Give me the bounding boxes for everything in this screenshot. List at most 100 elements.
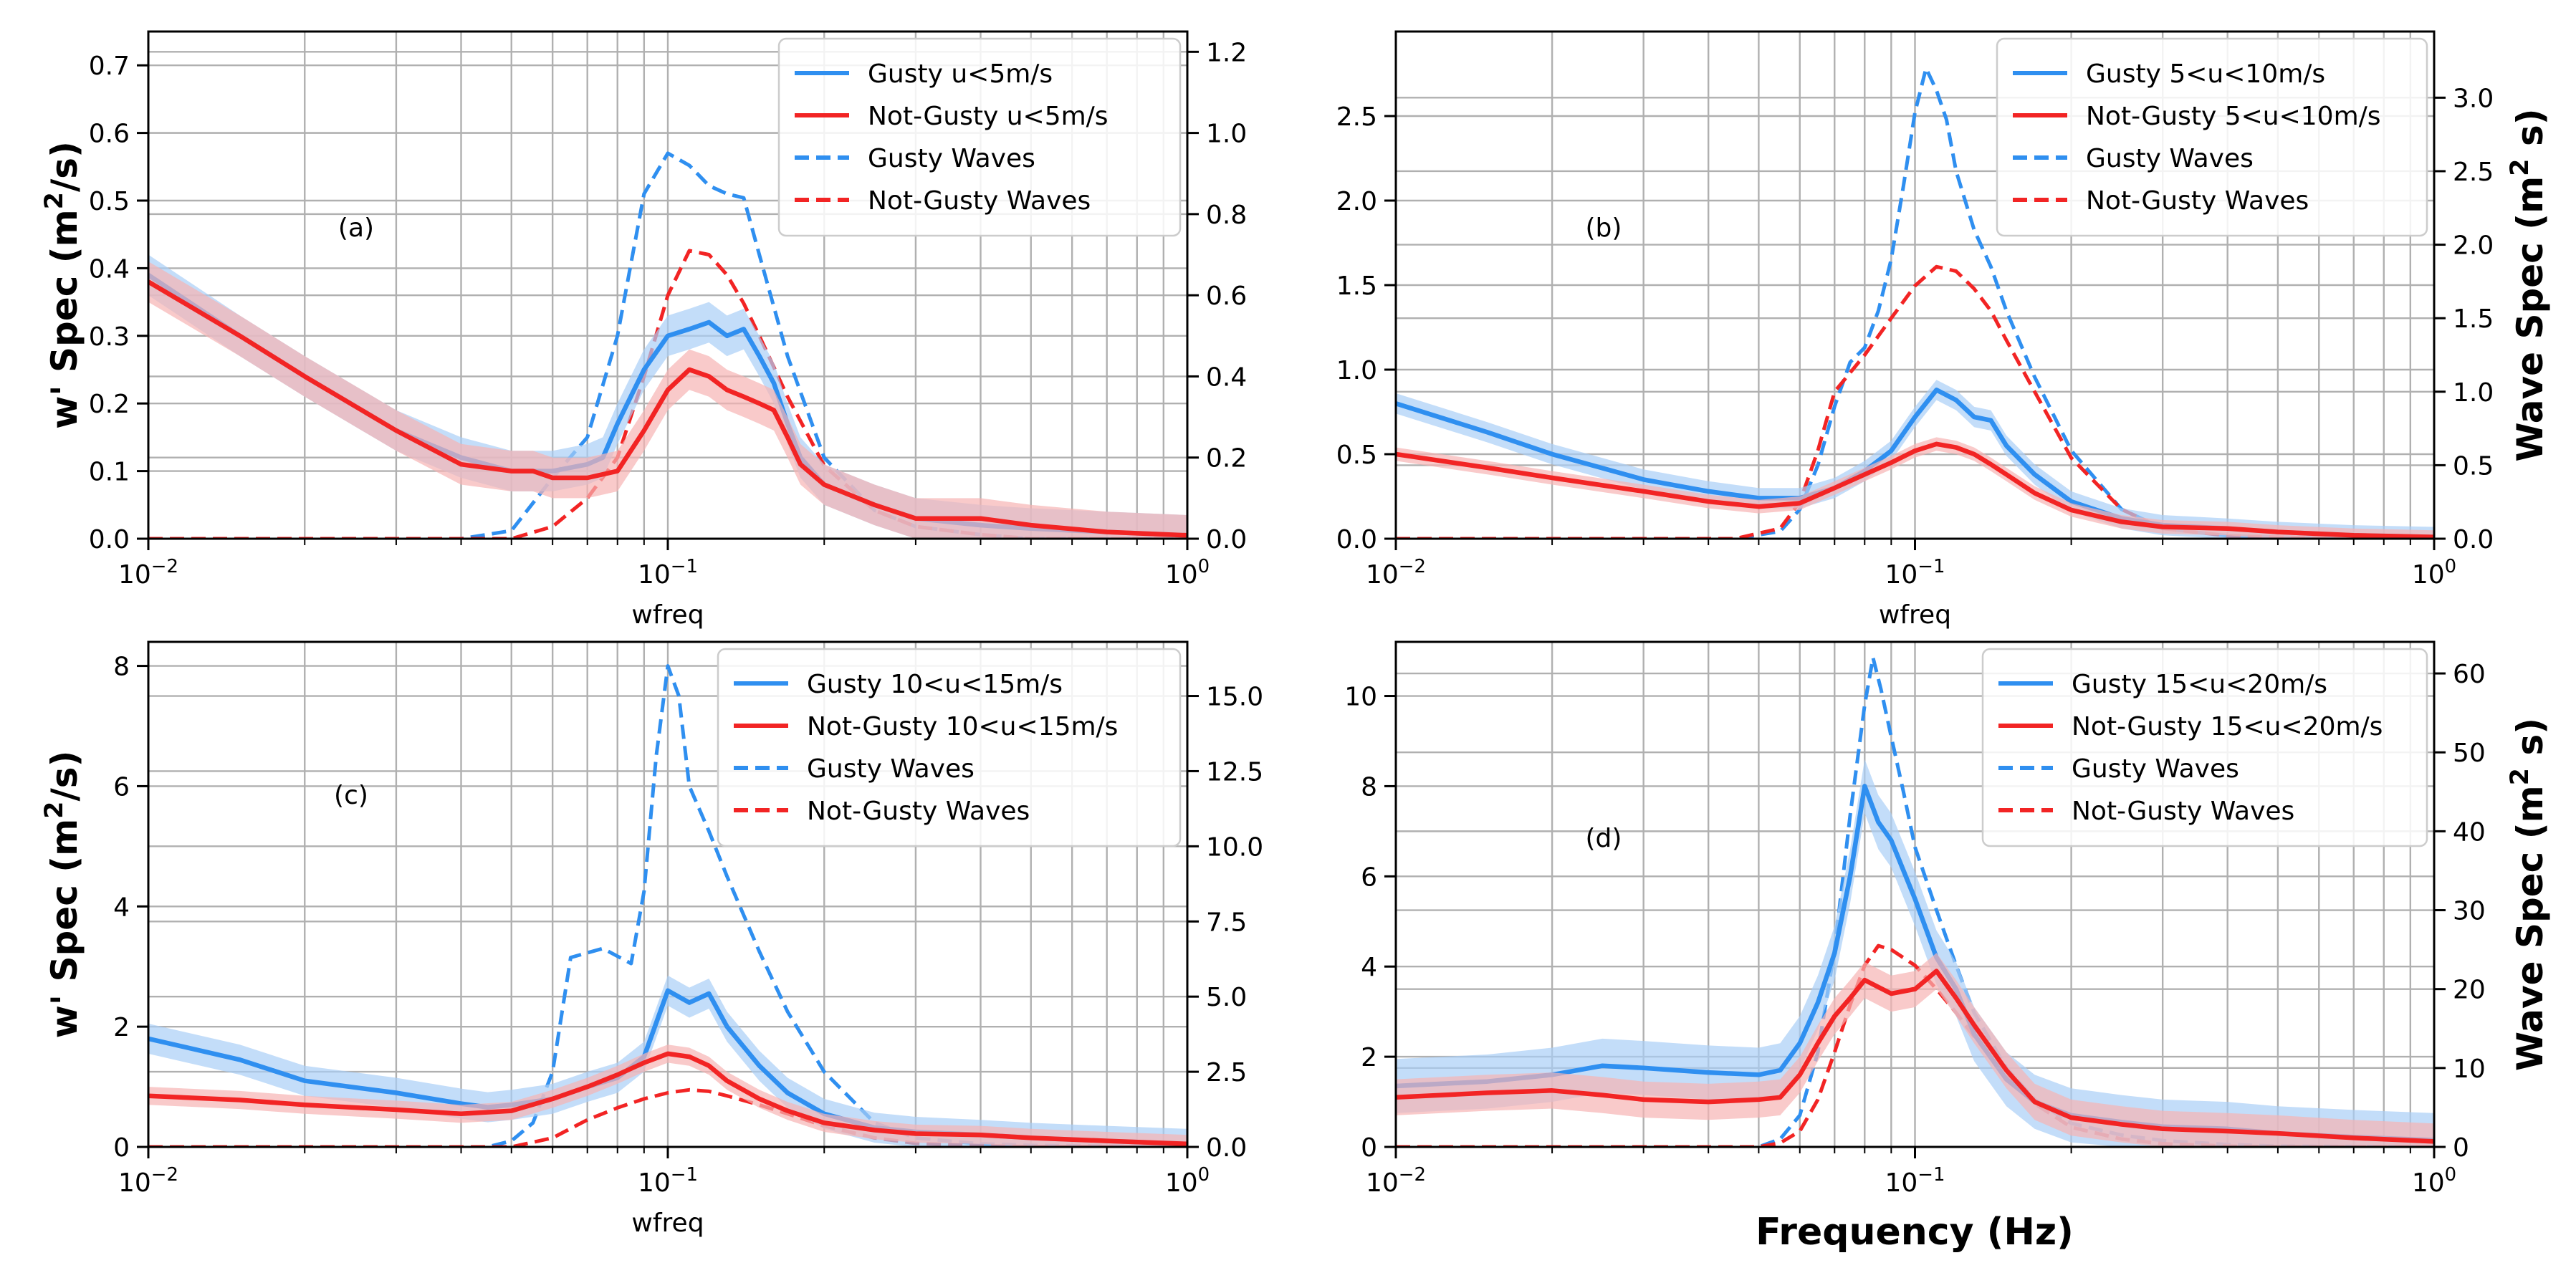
- y-tick-label-left: 6: [113, 772, 130, 802]
- y-axis-left: 0.0 0.1 0.2 0.3 0.4 0.5 0.6 0.7 w' Spec (m2/s): [40, 52, 148, 554]
- y-tick-label-right: 0.6: [1206, 282, 1247, 311]
- confidence-band-notgusty: [1396, 437, 2434, 539]
- legend-entry: Gusty 10<u<15m/s: [807, 670, 1063, 699]
- y-tick-label-left: 0.1: [89, 458, 130, 487]
- x-tick-label: 10−2: [118, 1164, 178, 1198]
- legend: Gusty 10<u<15m/s Not-Gusty 10<u<15m/s Gust…: [717, 648, 1182, 847]
- x-tick-label: 10−1: [638, 1164, 698, 1198]
- legend-box: [777, 37, 1182, 237]
- confidence-band-gusty: [1396, 380, 2434, 539]
- legend-box: [1996, 37, 2428, 237]
- y-tick-label-left: 4: [113, 893, 130, 922]
- panel-a: 10−2 10−1 100 wfreq 0.0 0.1 0.2 0.3 0.4 0.5 0.6 0.7…: [40, 30, 1247, 630]
- y-tick-label-right: 2.5: [1206, 1058, 1247, 1087]
- panels-group: 10−2 10−1 100wfreq0.00.10.20.30.40.50.60.7…: [40, 30, 2551, 1238]
- y-tick-label-right: 40: [2453, 817, 2486, 847]
- x-tick-label: 10−1: [1885, 556, 1945, 590]
- y-tick-label-left: 0: [113, 1133, 130, 1163]
- legend-entry: Gusty 15<u<20m/s: [2072, 670, 2327, 699]
- confidence-band-notgusty: [148, 261, 1187, 539]
- legend-entry: Gusty 5<u<10m/s: [2086, 59, 2325, 89]
- legend-entry: Gusty Waves: [807, 754, 975, 784]
- y-axis-label-left: w' Spec (m2/s): [40, 751, 85, 1039]
- plot-area: [148, 151, 1187, 539]
- series-line-notgusty: [148, 279, 1187, 538]
- legend: Gusty 15<u<20m/s Not-Gusty 15<u<20m/s Gust…: [1981, 648, 2428, 847]
- y-tick-label-right: 0.8: [1206, 201, 1247, 230]
- y-tick-label-left: 1.0: [1336, 356, 1377, 385]
- y-axis-left: 0.0 0.5 1.0 1.5 2.0 2.5: [1336, 102, 1396, 554]
- plot-area: [1396, 66, 2434, 539]
- panel-label: (a): [338, 213, 374, 243]
- y-tick-label-right: 50: [2453, 739, 2486, 768]
- plot-area: [148, 664, 1187, 1147]
- y-tick-label-left: 2: [113, 1013, 130, 1042]
- x-tick-label: 10−2: [1366, 1164, 1426, 1198]
- x-tick-label: 100: [1165, 556, 1210, 590]
- y-tick-label-left: 0.3: [89, 322, 130, 352]
- shared-x-axis-label: Frequency (Hz): [1756, 1211, 2074, 1254]
- y-tick-label-right: 12.5: [1206, 757, 1263, 787]
- confidence-band-gusty: [1396, 759, 2434, 1147]
- x-axis: 10−2 10−1 100 wfreq: [118, 1147, 1210, 1238]
- y-axis-left: 0 2 4 6 8 10: [1344, 683, 1396, 1163]
- y-tick-label-left: 0: [1361, 1133, 1377, 1163]
- x-axis-label: wfreq: [631, 1209, 704, 1238]
- y-tick-label-right: 0.5: [2453, 451, 2494, 481]
- legend-box: [717, 648, 1182, 847]
- y-tick-label-left: 8: [113, 653, 130, 682]
- panel-label: (d): [1586, 824, 1622, 853]
- y-tick-label-left: 0.2: [89, 390, 130, 419]
- y-tick-label-right: 5.0: [1206, 983, 1247, 1012]
- y-axis-left: 0 2 4 6 8 w' Spec (m2/s): [40, 653, 148, 1163]
- y-tick-label-right: 1.2: [1206, 38, 1247, 67]
- y-tick-label-left: 6: [1361, 863, 1377, 892]
- legend-entry: Not-Gusty Waves: [868, 186, 1091, 216]
- y-tick-label-left: 4: [1361, 953, 1377, 982]
- legend: Gusty u<5m/s Not-Gusty u<5m/s Gusty Waves N…: [777, 37, 1182, 237]
- series-line-notgusty: [148, 1051, 1187, 1147]
- y-axis-label-right: Wave Spec (m2 s): [2506, 718, 2551, 1071]
- legend: Gusty 5<u<10m/s Not-Gusty 5<u<10m/s Gusty …: [1996, 37, 2428, 237]
- y-tick-label-right: 0: [2453, 1133, 2469, 1163]
- y-tick-label-left: 2.5: [1336, 102, 1377, 132]
- y-tick-label-right: 60: [2453, 660, 2486, 689]
- confidence-band-notgusty: [148, 1044, 1187, 1147]
- legend-entry: Gusty Waves: [2086, 144, 2254, 173]
- y-axis-right: 0 10 20 30 40 50 60 Wave Spec (m2 s): [2434, 660, 2551, 1163]
- y-tick-label-left: 0.4: [89, 254, 130, 284]
- plot-area: [1396, 655, 2434, 1147]
- y-axis-right: 0.0 2.5 5.0 7.5 10.0 12.5 15.0: [1187, 683, 1263, 1163]
- y-tick-label-right: 10.0: [1206, 832, 1263, 862]
- y-tick-label-right: 0.0: [2453, 525, 2494, 554]
- y-axis-right: 0.0 0.2 0.4 0.6 0.8 1.0 1.2: [1187, 38, 1247, 554]
- x-tick-label: 10−2: [1366, 556, 1426, 590]
- legend-entry: Gusty Waves: [2072, 754, 2239, 784]
- y-tick-label-left: 8: [1361, 772, 1377, 802]
- legend-entry: Not-Gusty Waves: [807, 797, 1030, 826]
- legend-entry: Not-Gusty 10<u<15m/s: [807, 712, 1118, 741]
- legend-entry: Gusty Waves: [868, 144, 1035, 173]
- x-tick-label: 10−2: [118, 556, 178, 590]
- y-tick-label-right: 0.4: [1206, 362, 1247, 392]
- x-axis-label: wfreq: [1879, 600, 1951, 630]
- y-tick-label-right: 0.0: [1206, 1133, 1247, 1163]
- x-axis-label: wfreq: [631, 600, 704, 630]
- legend-entry: Not-Gusty 15<u<20m/s: [2072, 712, 2383, 741]
- legend-entry: Not-Gusty u<5m/s: [868, 102, 1109, 131]
- series-line-notgusty: [1396, 441, 2434, 539]
- series-line-gusty-waves: [1396, 66, 2434, 539]
- y-tick-label-right: 15.0: [1206, 683, 1263, 712]
- y-tick-label-left: 0.0: [1336, 525, 1377, 554]
- y-tick-label-left: 0.5: [89, 187, 130, 216]
- panel-label: (c): [334, 781, 368, 810]
- legend-box: [1981, 648, 2428, 847]
- y-axis-label-right: Wave Spec (m2 s): [2506, 108, 2551, 461]
- series-line-notgusty-waves: [148, 1087, 1187, 1147]
- legend-entry: Not-Gusty Waves: [2072, 797, 2294, 826]
- x-axis: 10−2 10−1 100 wfreq: [118, 539, 1210, 630]
- x-tick-label: 10−1: [638, 556, 698, 590]
- legend-entry: Not-Gusty Waves: [2086, 186, 2309, 216]
- y-tick-label-right: 10: [2453, 1055, 2486, 1084]
